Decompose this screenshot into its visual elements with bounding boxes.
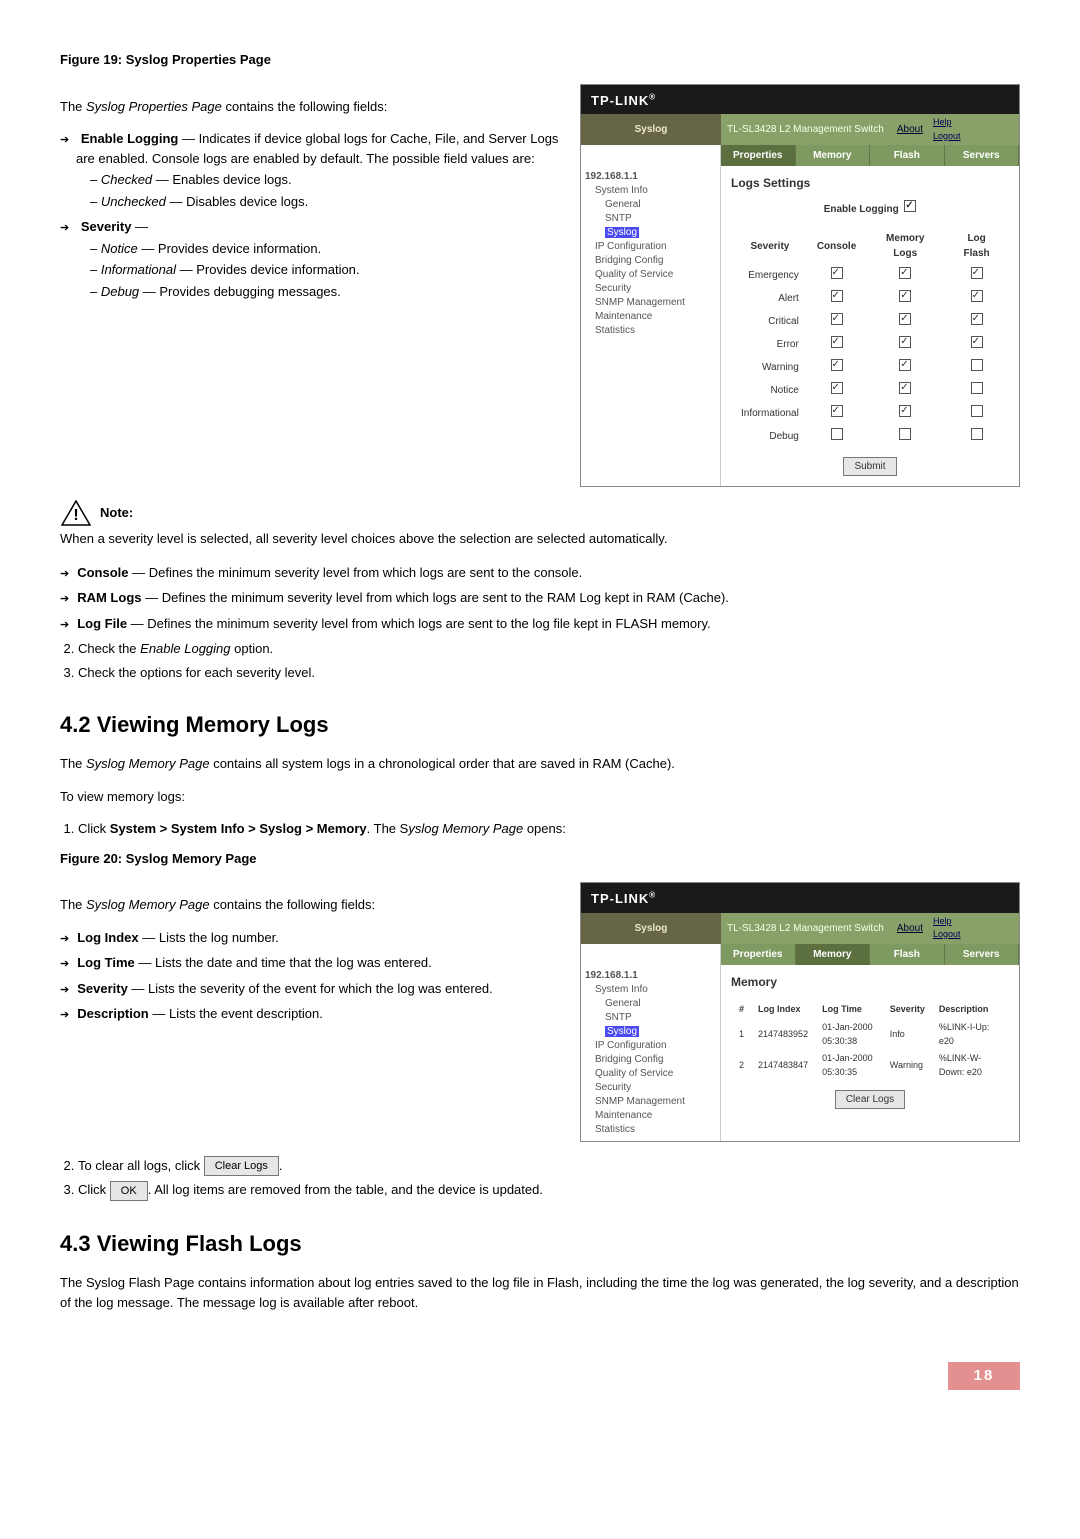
help-link-2[interactable]: Help	[933, 915, 1015, 929]
note-label: Note:	[100, 503, 133, 523]
cb-console[interactable]	[831, 336, 843, 348]
cb-console[interactable]	[831, 428, 843, 440]
tree-syslog-selected[interactable]: Syslog	[605, 227, 639, 238]
cb-console[interactable]	[831, 405, 843, 417]
step-3: Check the options for each severity leve…	[78, 663, 1020, 683]
note-icon: !	[60, 497, 92, 529]
tab-memory-2[interactable]: Memory	[796, 944, 871, 965]
p-4-3: The Syslog Flash Page contains informati…	[60, 1273, 1020, 1312]
cb-flash[interactable]	[971, 290, 983, 302]
screenshot-memory: TP-LINK® Syslog TL-SL3428 L2 Management …	[580, 882, 1020, 1142]
figure-19-title: Figure 19: Syslog Properties Page	[60, 50, 1020, 70]
cb-console[interactable]	[831, 382, 843, 394]
svg-text:!: !	[73, 507, 78, 524]
step-2: Check the Enable Logging option.	[78, 639, 1020, 659]
submit-button[interactable]: Submit	[843, 457, 896, 476]
logout-link-2[interactable]: Logout	[933, 928, 1015, 942]
cb-memory[interactable]	[899, 405, 911, 417]
clear-logs-button[interactable]: Clear Logs	[204, 1156, 279, 1177]
logout-link[interactable]: Logout	[933, 130, 1015, 144]
page-number: 18	[948, 1362, 1020, 1390]
section-4-3: 4.3 Viewing Flash Logs	[60, 1227, 1020, 1260]
mgmt-title: TL-SL3428 L2 Management Switch About	[721, 114, 929, 145]
section-4-2: 4.2 Viewing Memory Logs	[60, 708, 1020, 741]
clear-logs-button-shot[interactable]: Clear Logs	[835, 1090, 905, 1109]
tab-flash-2[interactable]: Flash	[870, 944, 945, 965]
cb-flash[interactable]	[971, 382, 983, 394]
tab-row: Properties Memory Flash Servers	[721, 145, 1019, 166]
ok-step: Click OK. All log items are removed from…	[78, 1180, 1020, 1201]
cb-memory[interactable]	[899, 267, 911, 279]
memory-table: # Log Index Log Time Severity Descriptio…	[731, 999, 1009, 1083]
cb-flash[interactable]	[971, 267, 983, 279]
severity-item: Severity — – Notice — Provides device in…	[60, 217, 562, 301]
nav-tree: 192.168.1.1 System Info General SNTP Sys…	[581, 166, 721, 486]
ok-button[interactable]: OK	[110, 1181, 148, 1202]
severity-table: Severity Console Memory Logs Log Flash E…	[731, 227, 1009, 449]
about-link[interactable]: About	[897, 122, 923, 137]
tab-servers-2[interactable]: Servers	[945, 944, 1020, 965]
enable-logging-checkbox[interactable]	[904, 200, 916, 212]
brand-bar: TP-LINK®	[581, 85, 1019, 115]
tab-properties-2[interactable]: Properties	[721, 944, 796, 965]
cb-memory[interactable]	[899, 336, 911, 348]
clear-step: To clear all logs, click Clear Logs.	[78, 1156, 1020, 1177]
help-link[interactable]: Help	[933, 116, 1015, 130]
about-link-2[interactable]: About	[897, 921, 923, 936]
cb-memory[interactable]	[899, 313, 911, 325]
memory-title: Memory	[731, 973, 1009, 991]
note-text: When a severity level is selected, all s…	[60, 529, 1020, 549]
cb-console[interactable]	[831, 359, 843, 371]
cb-console[interactable]	[831, 267, 843, 279]
cb-memory[interactable]	[899, 359, 911, 371]
cb-flash[interactable]	[971, 428, 983, 440]
tab-properties[interactable]: Properties	[721, 145, 796, 166]
cb-flash[interactable]	[971, 313, 983, 325]
cb-memory[interactable]	[899, 382, 911, 394]
tab-servers[interactable]: Servers	[945, 145, 1020, 166]
cb-flash[interactable]	[971, 405, 983, 417]
cb-flash[interactable]	[971, 336, 983, 348]
tab-flash[interactable]: Flash	[870, 145, 945, 166]
cb-console[interactable]	[831, 313, 843, 325]
intro-19: The Syslog Properties Page contains the …	[60, 97, 562, 117]
syslog-label: Syslog	[581, 114, 721, 145]
figure-20-title: Figure 20: Syslog Memory Page	[60, 849, 1020, 869]
cb-flash[interactable]	[971, 359, 983, 371]
screenshot-properties: TP-LINK® Syslog TL-SL3428 L2 Management …	[580, 84, 1020, 488]
cb-memory[interactable]	[899, 428, 911, 440]
enable-logging-item: Enable Logging — Indicates if device glo…	[60, 129, 562, 211]
logs-settings-title: Logs Settings	[731, 174, 1009, 192]
tab-memory[interactable]: Memory	[796, 145, 871, 166]
cb-memory[interactable]	[899, 290, 911, 302]
cb-console[interactable]	[831, 290, 843, 302]
tree-syslog-selected-2[interactable]: Syslog	[605, 1026, 639, 1037]
mem-step-1: Click System > System Info > Syslog > Me…	[78, 819, 1020, 839]
